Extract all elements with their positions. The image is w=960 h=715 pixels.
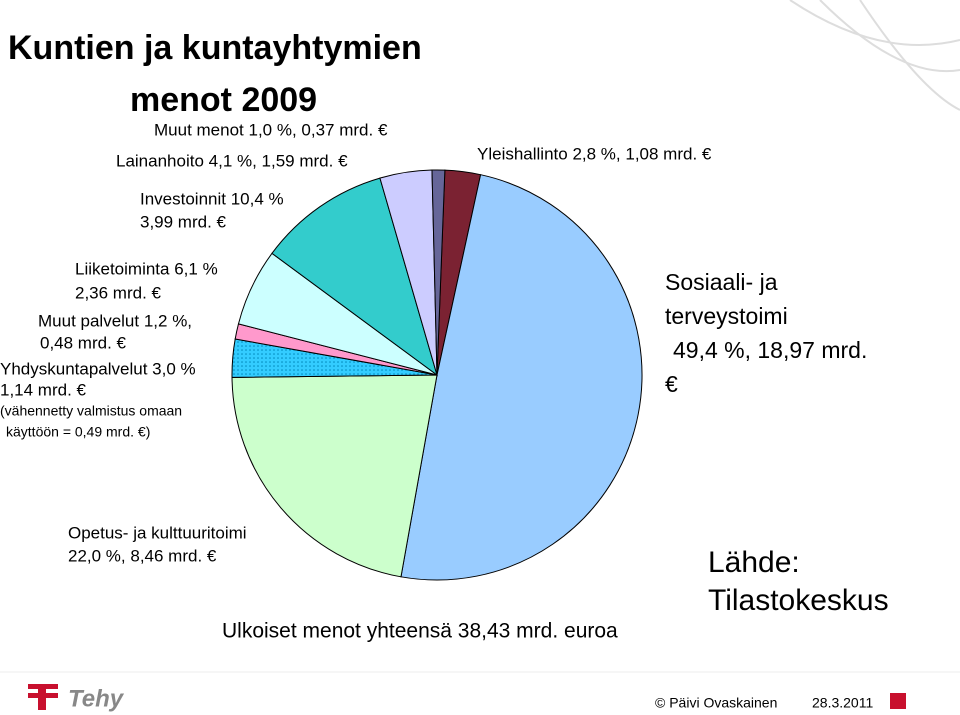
corner-decoration — [789, 0, 960, 111]
logo-text: Tehy — [68, 685, 125, 712]
slice-label: Liiketoiminta 6,1 % — [75, 259, 218, 278]
author: © Päivi Ovaskainen — [655, 695, 777, 711]
slice-label: Yhdyskuntapalvelut 3,0 % — [0, 359, 196, 378]
slice-label: Lainanhoito 4,1 %, 1,59 mrd. € — [116, 151, 348, 170]
total-note: Ulkoiset menot yhteensä 38,43 mrd. euroa — [222, 620, 618, 643]
slice-labels: Yleishallinto 2,8 %, 1,08 mrd. € Sosiaali… — [0, 120, 867, 565]
title-line: menot 2009 — [130, 81, 317, 119]
title-line: Kuntien ja kuntayhtymien — [8, 29, 422, 67]
source: Tilastokeskus — [708, 584, 889, 617]
corner-square — [890, 693, 906, 709]
logo: Tehy — [28, 684, 125, 712]
slice — [271, 177, 438, 377]
slice-label: Yleishallinto 2,8 %, 1,08 mrd. € — [477, 144, 712, 163]
slice-label: 22,0 %, 8,46 mrd. € — [68, 546, 217, 565]
slice-label: 2,36 mrd. € — [75, 283, 162, 302]
pie — [231, 169, 643, 581]
date: 28.3.2011 — [812, 695, 873, 711]
slice-label: 3,99 mrd. € — [140, 212, 227, 231]
slice — [231, 374, 438, 578]
slice-label: 49,4 %, 18,97 mrd. — [673, 337, 867, 363]
slice-label: terveystoimi — [665, 303, 788, 329]
slice-label: (vähennetty valmistus omaan — [0, 403, 182, 419]
slice-label: 0,48 mrd. € — [40, 333, 127, 352]
slice-label: Opetus- ja kulttuuritoimi — [68, 523, 247, 542]
slice-label: Investoinnit 10,4 % — [140, 189, 284, 208]
slice-label: käyttöön = 0,49 mrd. €) — [6, 424, 150, 440]
slice-label: € — [665, 371, 678, 397]
slice — [431, 169, 446, 376]
slice-label: Muut palvelut 1,2 %, — [38, 311, 192, 330]
slice — [400, 174, 643, 581]
source: Lähde: — [708, 546, 800, 579]
slice-label: Sosiaali- ja — [665, 269, 778, 295]
slice-label: 1,14 mrd. € — [0, 380, 87, 399]
slice-label: Muut menot 1,0 %, 0,37 mrd. € — [154, 120, 388, 139]
